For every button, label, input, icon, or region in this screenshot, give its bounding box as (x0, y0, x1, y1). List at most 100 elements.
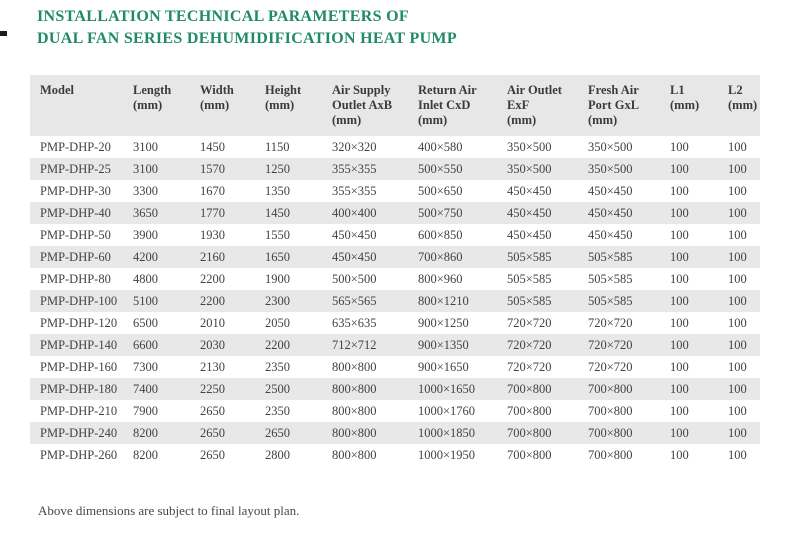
column-header-line: (mm) (200, 98, 230, 112)
cell-width: 2010 (200, 315, 225, 330)
cell-air-outlet: 505×585 (507, 271, 552, 286)
cell-air-supply: 320×320 (332, 139, 377, 154)
installation-parameters-table: Model Length (mm) Width (mm) Height (mm) Air Su… (30, 75, 760, 466)
cell-return-air: 1000×1950 (418, 447, 476, 462)
cell-model: PMP-DHP-240 (30, 422, 123, 444)
cell-air-supply: 500×500 (332, 271, 377, 286)
cell-model: PMP-DHP-25 (30, 158, 123, 180)
cell-length: 4800 (133, 271, 158, 286)
table-header: Model Length (mm) Width (mm) Height (mm) Air Su… (30, 75, 760, 136)
column-header-line: ExF (507, 98, 530, 112)
table-row: PMP-DHP-240 8200 2650 2650 800×800 1000×1850 7… (30, 422, 760, 444)
table-row: PMP-DHP-60 4200 2160 1650 450×450 700×860 505×… (30, 246, 760, 268)
cell-l2: 100 (728, 447, 747, 462)
cell-height: 1650 (255, 246, 322, 268)
cell-length: 6500 (133, 315, 158, 330)
cell-width: 2200 (190, 290, 255, 312)
cell-model: PMP-DHP-50 (40, 227, 111, 242)
cell-air-supply: 450×450 (332, 227, 377, 242)
cell-l2: 100 (728, 271, 747, 286)
table-body: PMP-DHP-20 3100 1450 1150 320×320 400×580 350×… (30, 136, 760, 466)
column-header-air-outlet: Air Outlet ExF (mm) (497, 75, 578, 136)
table-row: PMP-DHP-260 8200 2650 2800 800×800 1000×1950 7… (30, 444, 760, 466)
page-title-line1: INSTALLATION TECHNICAL PARAMETERS OF (37, 8, 409, 25)
table-row: PMP-DHP-180 7400 2250 2500 800×800 1000×1650 7… (30, 378, 760, 400)
cell-air-supply: 400×400 (322, 202, 408, 224)
cell-air-outlet: 350×500 (507, 139, 552, 154)
column-header-line: (mm) (670, 98, 700, 112)
cell-height: 2300 (255, 290, 322, 312)
table-header-row: Model Length (mm) Width (mm) Height (mm) Air Su… (30, 75, 760, 136)
cell-fresh-air: 700×800 (588, 447, 633, 462)
column-header-line: Length (133, 83, 172, 97)
table-row: PMP-DHP-100 5100 2200 2300 565×565 800×1210 50… (30, 290, 760, 312)
cell-l1: 100 (660, 378, 718, 400)
cell-fresh-air: 700×800 (578, 378, 660, 400)
column-header-line: L1 (670, 83, 685, 97)
cell-length: 3900 (133, 227, 158, 242)
cell-l2: 100 (728, 359, 747, 374)
cell-height: 2800 (265, 447, 290, 462)
cell-l1: 100 (670, 447, 689, 462)
cell-length: 4200 (123, 246, 190, 268)
table-row: PMP-DHP-20 3100 1450 1150 320×320 400×580 350×… (30, 136, 760, 158)
cell-width: 1570 (190, 158, 255, 180)
column-header-line: Port GxL (588, 98, 640, 112)
column-header-line: Outlet AxB (332, 98, 393, 112)
page-title-line2: DUAL FAN SERIES DEHUMIDIFICATION HEAT PU… (37, 30, 457, 47)
cell-air-supply: 450×450 (322, 246, 408, 268)
cell-length: 7900 (133, 403, 158, 418)
cell-width: 1670 (200, 183, 225, 198)
cell-air-supply: 800×800 (322, 378, 408, 400)
cell-model: PMP-DHP-160 (40, 359, 118, 374)
table-row: PMP-DHP-50 3900 1930 1550 450×450 600×850 450×… (30, 224, 760, 246)
column-header-l1: L1 (mm) (660, 75, 718, 136)
cell-l1: 100 (670, 359, 689, 374)
column-header-line: (mm) (728, 98, 758, 112)
cell-air-outlet: 700×800 (507, 403, 552, 418)
cell-width: 2650 (190, 422, 255, 444)
cell-length: 3100 (133, 139, 158, 154)
cell-width: 1450 (200, 139, 225, 154)
cell-length: 5100 (123, 290, 190, 312)
cell-l1: 100 (660, 422, 718, 444)
cell-air-supply: 635×635 (332, 315, 377, 330)
cell-fresh-air: 700×800 (588, 403, 633, 418)
cell-model: PMP-DHP-30 (40, 183, 111, 198)
cell-return-air: 900×1650 (418, 359, 469, 374)
cell-fresh-air: 720×720 (588, 315, 633, 330)
cell-return-air: 900×1250 (418, 315, 469, 330)
cell-l1: 100 (670, 139, 689, 154)
column-header-line: Inlet CxD (418, 98, 471, 112)
cell-air-supply: 712×712 (322, 334, 408, 356)
cell-return-air: 800×1210 (408, 290, 497, 312)
cell-air-outlet: 720×720 (507, 315, 552, 330)
column-header-line: Width (200, 83, 234, 97)
cell-model: PMP-DHP-60 (30, 246, 123, 268)
table-row: PMP-DHP-210 7900 2650 2350 800×800 1000×1760 7… (30, 400, 760, 422)
cell-l2: 100 (728, 139, 747, 154)
cell-height: 1150 (265, 139, 290, 154)
cell-length: 3100 (123, 158, 190, 180)
cell-l2: 100 (728, 183, 747, 198)
cell-return-air: 500×550 (408, 158, 497, 180)
cell-length: 7300 (133, 359, 158, 374)
cell-l1: 100 (670, 271, 689, 286)
cell-height: 2650 (255, 422, 322, 444)
cell-model: PMP-DHP-140 (30, 334, 123, 356)
cell-width: 1770 (190, 202, 255, 224)
cell-return-air: 600×850 (418, 227, 463, 242)
column-header-line: L2 (728, 83, 743, 97)
cell-l1: 100 (670, 227, 689, 242)
cell-height: 2200 (255, 334, 322, 356)
cell-l2: 100 (728, 227, 747, 242)
cell-air-supply: 800×800 (322, 422, 408, 444)
table-row: PMP-DHP-30 3300 1670 1350 355×355 500×650 450×… (30, 180, 760, 202)
column-header-height: Height (mm) (255, 75, 322, 136)
cell-model: PMP-DHP-100 (30, 290, 123, 312)
column-header-line: Air Supply (332, 83, 391, 97)
cell-l1: 100 (660, 334, 718, 356)
cell-l1: 100 (660, 158, 718, 180)
cell-fresh-air: 450×450 (578, 202, 660, 224)
cell-height: 2350 (265, 403, 290, 418)
